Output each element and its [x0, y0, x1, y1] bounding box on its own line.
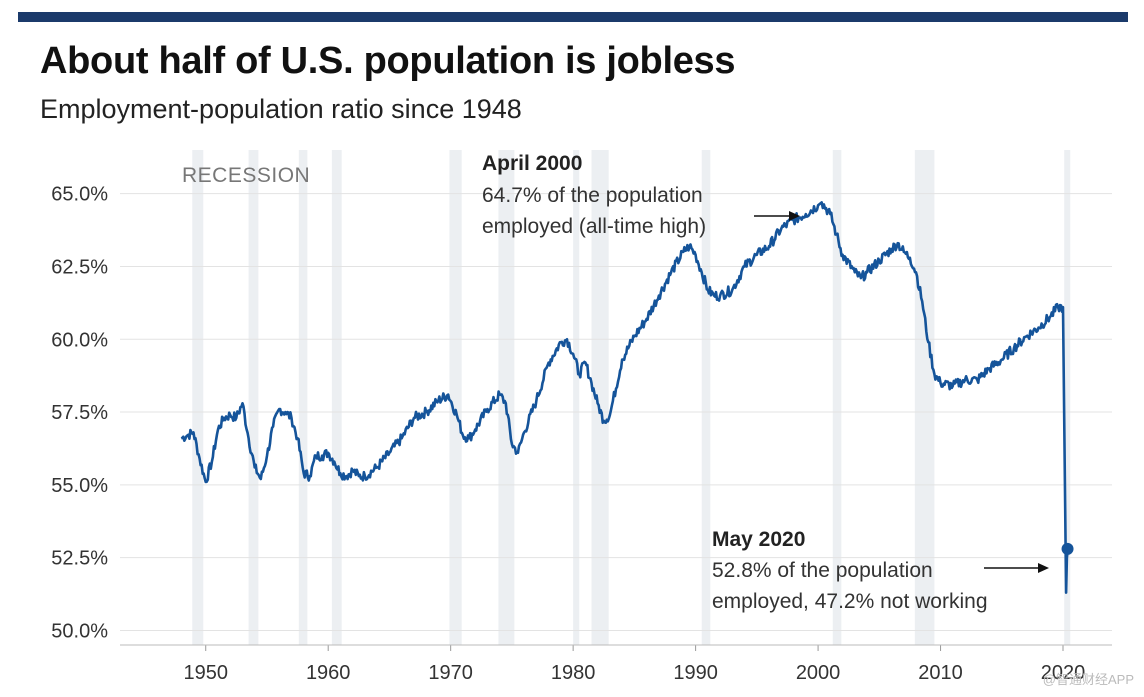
recession-bands — [192, 150, 1071, 645]
series-line-employment-ratio — [180, 201, 1070, 594]
y-tick-label: 55.0% — [51, 475, 108, 497]
y-tick-label: 62.5% — [51, 256, 108, 278]
recession-band-7 — [591, 150, 609, 645]
recession-label: RECESSION — [182, 164, 310, 187]
recession-band-6 — [573, 150, 580, 645]
recession-band-9 — [832, 150, 842, 645]
recession-band-0 — [192, 150, 204, 645]
recession-band-2 — [298, 150, 308, 645]
chart-title: About half of U.S. population is jobless — [40, 40, 736, 82]
y-tick-label: 52.5% — [51, 548, 108, 570]
y-tick-label: 50.0% — [51, 620, 108, 642]
x-tick-label: 1950 — [183, 662, 228, 684]
annotation-may-2020-arrowhead — [1038, 563, 1049, 573]
recession-band-4 — [449, 150, 462, 645]
annotation-april-2000-title: April 2000 — [482, 152, 582, 175]
watermark-text: @智通财经APP — [1043, 672, 1134, 687]
annotation-april-2000-line1: 64.7% of the population — [482, 184, 703, 207]
recession-band-5 — [498, 150, 515, 645]
x-tick-label: 2020 — [1041, 662, 1086, 684]
top-accent-bar — [18, 12, 1128, 22]
annotation-may-2020-title: May 2020 — [712, 528, 805, 551]
annotation-april-2000-line2: employed (all-time high) — [482, 215, 706, 238]
y-tick-label: 57.5% — [51, 402, 108, 424]
recession-band-10 — [914, 150, 935, 645]
chart-subtitle: Employment-population ratio since 1948 — [40, 94, 522, 124]
x-tick-label: 2000 — [796, 662, 841, 684]
recession-band-1 — [248, 150, 259, 645]
highlight-point-may-2020 — [1061, 542, 1074, 555]
x-tick-label: 1970 — [428, 662, 473, 684]
recession-band-11 — [1064, 150, 1071, 645]
y-axis-ticks: 50.0% 52.5% 55.0% 57.5% 60.0% 62.5% 65.0% — [51, 184, 108, 643]
y-tick-label: 65.0% — [51, 184, 108, 206]
y-tick-label: 60.0% — [51, 329, 108, 351]
x-tick-label: 2010 — [918, 662, 963, 684]
x-tick-label: 1960 — [306, 662, 351, 684]
annotation-may-2020-line2: employed, 47.2% not working — [712, 590, 988, 613]
annotation-april-2000-arrowhead — [789, 211, 800, 221]
x-axis-ticks: 1950 1960 1970 1980 1990 2000 2010 2020 — [183, 645, 1085, 684]
x-tick-label: 1980 — [551, 662, 596, 684]
x-tick-label: 1990 — [673, 662, 718, 684]
recession-band-8 — [701, 150, 711, 645]
gridlines — [120, 193, 1112, 631]
recession-band-3 — [331, 150, 342, 645]
annotation-may-2020-line1: 52.8% of the population — [712, 559, 933, 582]
